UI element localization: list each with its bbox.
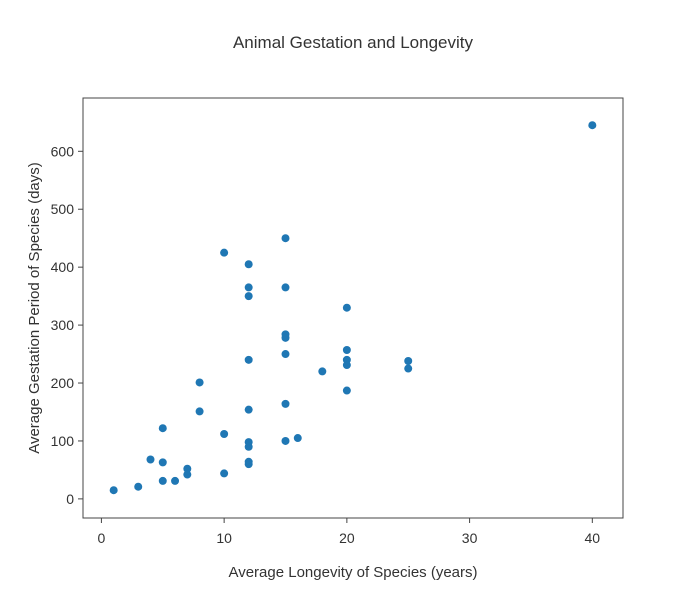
data-point[interactable]	[404, 364, 413, 373]
data-point[interactable]	[171, 476, 180, 485]
data-point[interactable]	[293, 434, 302, 443]
data-point[interactable]	[220, 430, 229, 438]
data-points	[109, 121, 597, 495]
data-point[interactable]	[109, 486, 118, 495]
data-point[interactable]	[244, 442, 253, 451]
x-tick-label: 20	[339, 530, 355, 546]
y-tick-label: 500	[51, 201, 75, 217]
data-point[interactable]	[220, 469, 229, 478]
data-point[interactable]	[183, 470, 192, 479]
data-point[interactable]	[342, 386, 351, 395]
data-point[interactable]	[158, 424, 167, 433]
data-point[interactable]	[158, 476, 167, 485]
x-tick-label: 30	[462, 530, 478, 546]
plot-area-frame	[82, 97, 624, 519]
x-axis: 0 10 20 30 40	[98, 518, 601, 546]
data-point[interactable]	[220, 248, 229, 257]
data-point[interactable]	[281, 350, 290, 359]
y-axis: 0 100 200 300 400 500 600	[51, 143, 83, 507]
data-point[interactable]	[244, 283, 253, 292]
y-tick-label: 0	[66, 491, 74, 507]
y-tick-label: 600	[51, 143, 75, 159]
data-point[interactable]	[244, 405, 253, 414]
y-tick-label: 200	[51, 375, 75, 391]
y-tick-label: 100	[51, 433, 75, 449]
y-tick-label: 300	[51, 317, 75, 333]
data-point[interactable]	[281, 333, 290, 342]
y-axis-title: Average Gestation Period of Species (day…	[26, 162, 43, 454]
data-point[interactable]	[342, 361, 351, 370]
chart-title: Animal Gestation and Longevity	[233, 33, 474, 52]
data-point[interactable]	[244, 260, 253, 269]
data-point[interactable]	[281, 436, 290, 445]
data-point[interactable]	[244, 355, 253, 364]
data-point[interactable]	[244, 460, 253, 469]
data-point[interactable]	[342, 303, 351, 312]
y-tick-label: 400	[51, 259, 75, 275]
x-tick-label: 0	[98, 530, 106, 546]
data-point[interactable]	[342, 346, 351, 354]
x-tick-label: 40	[585, 530, 601, 546]
data-point[interactable]	[195, 378, 204, 387]
data-point[interactable]	[244, 292, 253, 301]
data-point[interactable]	[588, 121, 597, 130]
x-axis-title: Average Longevity of Species (years)	[228, 564, 477, 581]
data-point[interactable]	[281, 234, 290, 243]
data-point[interactable]	[195, 407, 204, 416]
x-tick-label: 10	[216, 530, 232, 546]
data-point[interactable]	[281, 283, 290, 292]
data-point[interactable]	[158, 458, 167, 467]
data-point[interactable]	[281, 399, 290, 408]
data-point[interactable]	[404, 357, 413, 366]
data-point[interactable]	[146, 455, 155, 464]
data-point[interactable]	[134, 482, 143, 491]
data-point[interactable]	[318, 367, 327, 376]
data-point[interactable]	[183, 464, 192, 473]
